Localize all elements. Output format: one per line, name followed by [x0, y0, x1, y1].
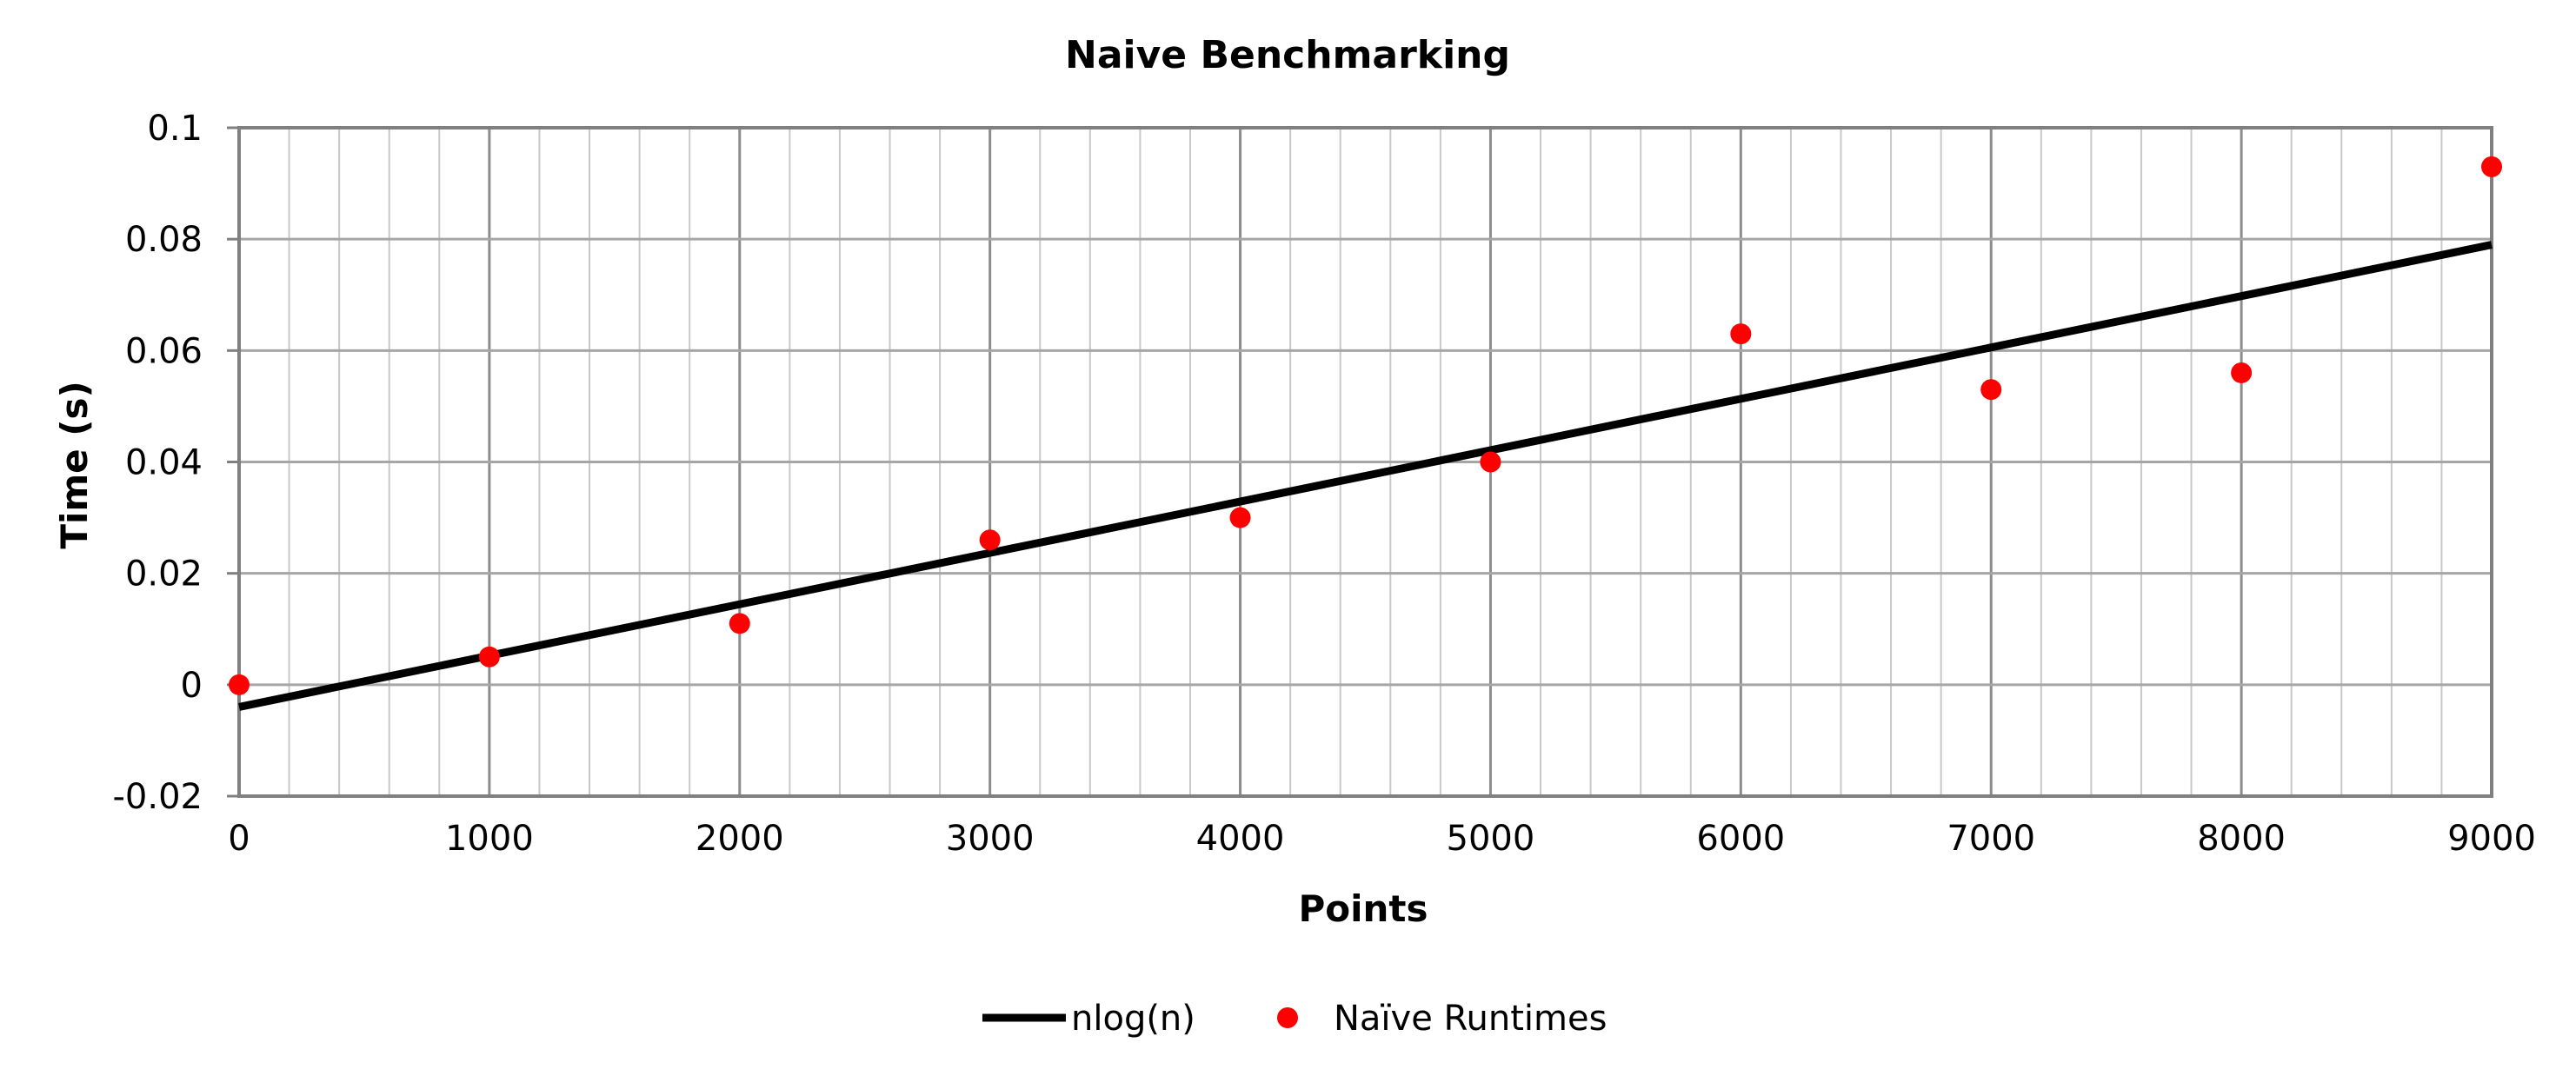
- x-tick-label: 1000: [445, 819, 534, 859]
- data-point-naive-runtime: [979, 529, 1001, 551]
- x-tick-label: 8000: [2197, 819, 2286, 859]
- legend: nlog(n) Naïve Runtimes: [982, 999, 1607, 1039]
- y-tick-label: 0.02: [125, 555, 203, 594]
- x-tick-label: 4000: [1196, 819, 1285, 859]
- x-tick-label: 2000: [696, 819, 784, 859]
- y-tick-label: 0.04: [125, 443, 203, 483]
- data-point-naive-runtime: [729, 613, 750, 634]
- x-axis-ticks: 0 1000 2000 3000 4000 5000 6000 7000 8000 9000: [228, 819, 2536, 859]
- x-tick-label: 5000: [1447, 819, 1535, 859]
- y-tick-label: 0.08: [125, 220, 203, 260]
- series-line-nlogn: [238, 241, 2493, 711]
- x-tick-label: 6000: [1696, 819, 1785, 859]
- x-tick-label: 9000: [2447, 819, 2536, 859]
- data-point-naive-runtime: [1229, 507, 1251, 528]
- y-tick-label: -0.02: [113, 777, 203, 817]
- x-axis-label: Points: [1298, 887, 1428, 930]
- y-tick-label: 0: [181, 666, 203, 706]
- y-axis-ticks: -0.02 0 0.02 0.04 0.06 0.08 0.1: [113, 109, 239, 817]
- series-layer: [229, 156, 2502, 711]
- data-point-naive-runtime: [1480, 451, 1501, 473]
- data-point-naive-runtime: [1980, 379, 2002, 401]
- chart-title: Naive Benchmarking: [1065, 33, 1510, 77]
- legend-label-nlogn: nlog(n): [1071, 999, 1195, 1039]
- y-tick-label: 0.1: [147, 109, 203, 149]
- data-point-naive-runtime: [478, 646, 500, 668]
- data-point-naive-runtime: [2481, 156, 2502, 177]
- legend-marker-swatch: [1277, 1007, 1298, 1028]
- data-point-naive-runtime: [2231, 362, 2253, 383]
- x-tick-label: 3000: [946, 819, 1035, 859]
- y-axis-label: Time (s): [53, 381, 96, 548]
- legend-label-naive-runtimes: Naïve Runtimes: [1334, 999, 1607, 1039]
- x-tick-label: 0: [228, 819, 250, 859]
- data-point-naive-runtime: [229, 674, 250, 695]
- x-tick-label: 7000: [1947, 819, 2035, 859]
- y-tick-label: 0.06: [125, 331, 203, 371]
- data-point-naive-runtime: [1730, 323, 1752, 345]
